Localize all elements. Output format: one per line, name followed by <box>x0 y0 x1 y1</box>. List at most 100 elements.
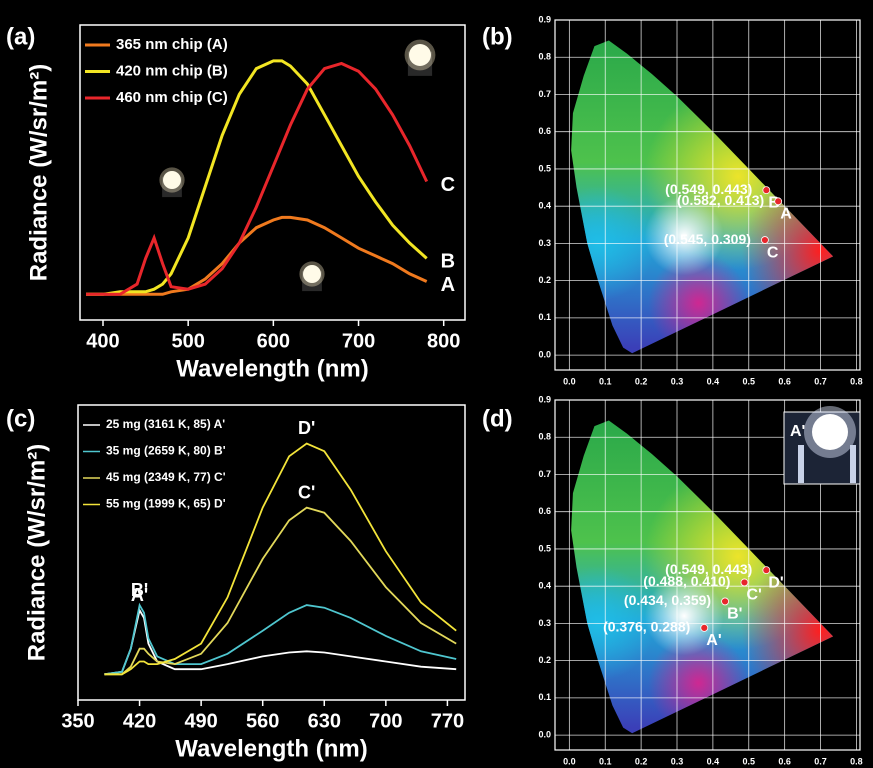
series-line <box>104 506 457 676</box>
point-coordinates: (0.376, 0.288) <box>603 619 690 635</box>
x-tick-label: 420 <box>123 710 156 732</box>
point-label: A' <box>706 632 721 649</box>
series-tag: A <box>441 274 455 296</box>
series-line <box>104 442 457 676</box>
plot-frame <box>554 19 861 371</box>
cie-point <box>721 597 729 606</box>
cie-point <box>774 197 783 206</box>
x-tick-label: 0.5 <box>743 376 756 386</box>
x-tick-label: 0.1 <box>599 376 612 386</box>
x-tick-label: 490 <box>184 710 217 732</box>
series-line <box>86 61 429 296</box>
legend-label: 365 nm chip (A) <box>116 36 228 53</box>
y-tick-label: 0.6 <box>538 506 551 516</box>
plot-frame <box>79 24 466 321</box>
inset-label: A' <box>790 423 805 440</box>
legend-label: 45 mg (2349 K, 77) C' <box>106 470 226 484</box>
point-label: C' <box>746 587 761 604</box>
series-tag: B' <box>131 580 148 600</box>
series-tag: D' <box>298 418 315 438</box>
x-tick-label: 0.4 <box>707 756 720 766</box>
x-tick-label: 0.1 <box>599 756 612 766</box>
series-tag: C <box>441 174 455 196</box>
panel-label: (c) <box>6 405 35 432</box>
cie-point <box>762 186 771 195</box>
x-tick-label: 700 <box>369 710 402 732</box>
x-tick-label: 0.8 <box>850 756 863 766</box>
cie-point <box>740 578 749 587</box>
y-tick-label: 0.4 <box>538 201 551 211</box>
point-label: B <box>768 194 780 211</box>
x-tick-label: 560 <box>246 710 279 732</box>
y-tick-label: 0.8 <box>538 432 551 442</box>
x-tick-label: 0.8 <box>850 376 863 386</box>
legend-label: 35 mg (2659 K, 80) B' <box>106 444 226 458</box>
series-line <box>104 602 457 676</box>
point-coordinates: (0.582, 0.413) <box>677 192 764 208</box>
legend-label: 55 mg (1999 K, 65) D' <box>106 497 226 511</box>
plot-frame <box>77 404 466 701</box>
led-light <box>163 171 181 189</box>
legend-label: 420 nm chip (B) <box>116 62 228 79</box>
y-tick-label: 0.4 <box>538 581 551 591</box>
y-tick-label: 0.7 <box>538 89 551 99</box>
point-coordinates: (0.545, 0.309) <box>664 231 751 247</box>
panel-label: (b) <box>482 23 513 50</box>
x-tick-label: 770 <box>431 710 464 732</box>
inset-led <box>812 414 848 450</box>
x-tick-label: 0.7 <box>814 376 827 386</box>
point-label: D' <box>768 574 783 591</box>
led-light <box>409 44 431 66</box>
y-tick-label: 0.0 <box>538 349 551 359</box>
x-tick-label: 400 <box>86 330 119 352</box>
y-tick-label: 0.1 <box>538 692 551 702</box>
x-tick-label: 0.2 <box>635 376 648 386</box>
legend-label: 460 nm chip (C) <box>116 89 228 106</box>
point-coordinates: (0.434, 0.359) <box>624 592 711 608</box>
y-axis-label: Radiance (W/sr/m²) <box>23 444 50 661</box>
point-label: A <box>780 206 792 223</box>
y-tick-label: 0.2 <box>538 655 551 665</box>
x-tick-label: 700 <box>342 330 375 352</box>
series-line <box>86 59 428 296</box>
inset-holder <box>798 445 804 483</box>
inset-holder <box>850 445 856 483</box>
x-tick-label: 0.3 <box>671 756 684 766</box>
x-tick-label: 0.0 <box>563 376 576 386</box>
panel-label: (d) <box>482 405 513 432</box>
x-axis-label: Wavelength (nm) <box>175 735 367 762</box>
y-tick-label: 0.7 <box>538 469 551 479</box>
led-light <box>303 265 321 283</box>
y-tick-label: 0.1 <box>538 312 551 322</box>
y-tick-label: 0.8 <box>538 52 551 62</box>
point-label: C <box>767 244 779 261</box>
legend-label: 25 mg (3161 K, 85) A' <box>106 417 225 431</box>
cie-point <box>761 236 769 244</box>
point-coordinates: (0.549, 0.443) <box>665 561 752 577</box>
y-tick-label: 0.2 <box>538 275 551 285</box>
y-tick-label: 0.3 <box>538 618 551 628</box>
x-tick-label: 350 <box>61 710 94 732</box>
x-tick-label: 0.2 <box>635 756 648 766</box>
y-tick-label: 0.3 <box>538 238 551 248</box>
y-tick-label: 0.5 <box>538 543 551 553</box>
x-tick-label: 800 <box>427 330 460 352</box>
series-tag: C' <box>298 482 315 502</box>
y-tick-label: 0.0 <box>538 729 551 739</box>
x-tick-label: 0.5 <box>743 756 756 766</box>
x-tick-label: 600 <box>257 330 290 352</box>
y-tick-label: 0.9 <box>538 14 551 24</box>
x-tick-label: 0.4 <box>707 376 720 386</box>
x-tick-label: 0.0 <box>563 756 576 766</box>
y-axis-label: Radiance (W/sr/m²) <box>25 64 52 281</box>
point-label: B' <box>727 606 742 623</box>
x-tick-label: 500 <box>171 330 204 352</box>
x-tick-label: 0.7 <box>814 756 827 766</box>
x-tick-label: 0.6 <box>778 376 791 386</box>
series-line <box>86 215 428 296</box>
cie-point <box>762 566 771 575</box>
x-axis-label: Wavelength (nm) <box>176 355 368 382</box>
x-tick-label: 0.6 <box>778 756 791 766</box>
